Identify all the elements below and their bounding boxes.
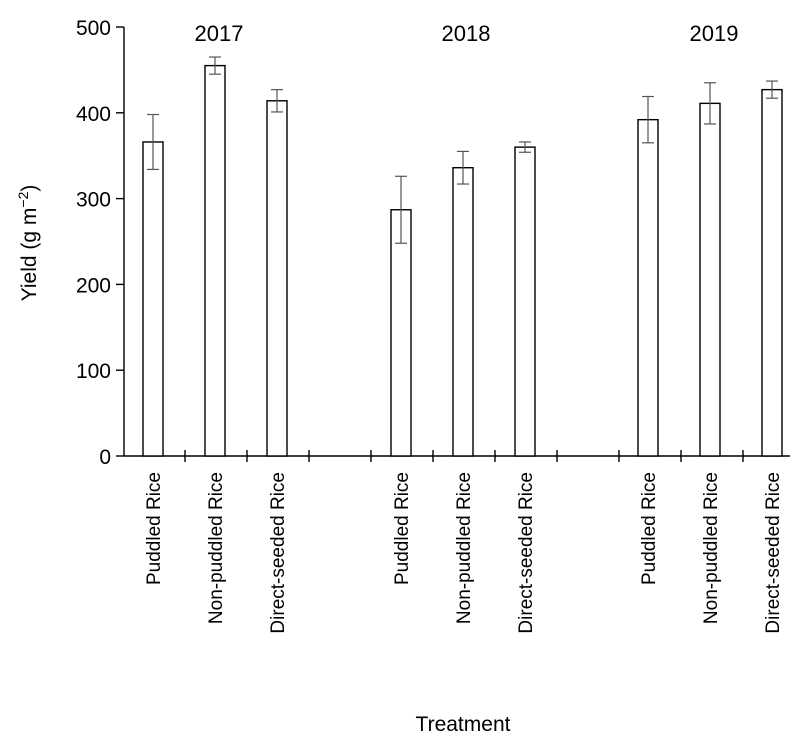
axes: 0 100 200 300 400 500 [76, 17, 790, 469]
category-label: Puddled Rice [392, 472, 413, 585]
category-label: Puddled Rice [144, 472, 165, 585]
y-tick-label: 400 [76, 103, 111, 126]
bar [452, 167, 474, 457]
y-axis-title-superscript: −2 [15, 191, 31, 207]
group-label: 2017 [195, 21, 244, 46]
y-tick-label: 0 [99, 446, 111, 469]
group-label: 2019 [690, 21, 739, 46]
bar [390, 209, 412, 457]
y-axis-title-close: ) [18, 185, 41, 192]
y-axis-title-main: Yield (g m [18, 208, 41, 302]
y-tick-label: 500 [76, 17, 111, 40]
y-tick-label: 300 [76, 189, 111, 212]
category-label: Non-puddled Rice [454, 472, 475, 624]
category-label: Direct-seeded Rice [268, 472, 289, 634]
bars [142, 56, 783, 457]
category-label: Non-puddled Rice [206, 472, 227, 624]
bar [142, 141, 164, 457]
bar [761, 88, 783, 457]
labels: 2017 Puddled Rice Non-puddled Rice Direct-s… [144, 21, 784, 634]
bar [204, 64, 226, 457]
bar [699, 102, 721, 457]
y-axis-title: Yield (g m−2) [15, 185, 41, 302]
bar [266, 100, 288, 457]
y-tick-label: 100 [76, 360, 111, 383]
bar [514, 146, 536, 457]
bar [637, 118, 659, 457]
category-label: Direct-seeded Rice [516, 472, 537, 634]
category-label: Puddled Rice [639, 472, 660, 585]
category-label: Direct-seeded Rice [763, 472, 784, 634]
category-label: Non-puddled Rice [701, 472, 722, 624]
group-label: 2018 [442, 21, 491, 46]
x-axis-title: Treatment [416, 713, 511, 736]
y-tick-label: 200 [76, 274, 111, 297]
